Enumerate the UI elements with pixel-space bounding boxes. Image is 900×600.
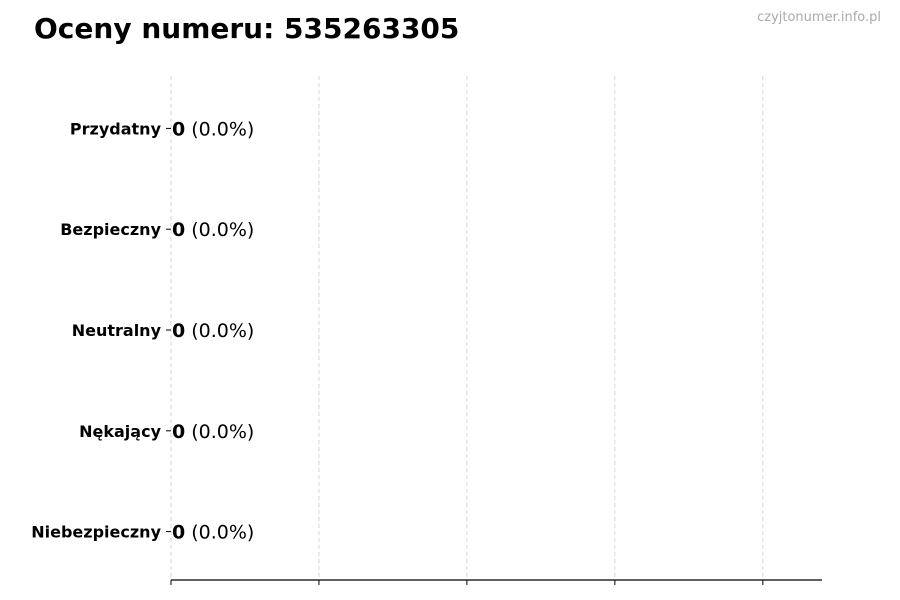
data-label: 0 (0.0%) (172, 219, 254, 241)
data-label-percent: (0.0%) (191, 219, 254, 241)
category-label: Przydatny (70, 119, 162, 138)
category-label: Neutralny (72, 321, 162, 340)
data-label-percent: (0.0%) (191, 522, 254, 544)
chart-title: Oceny numeru: 535263305 (34, 12, 460, 45)
data-label-count: 0 (172, 522, 185, 544)
data-label-percent: (0.0%) (191, 421, 254, 443)
data-label: 0 (0.0%) (172, 421, 254, 443)
data-label-count: 0 (172, 118, 185, 140)
data-label: 0 (0.0%) (172, 522, 254, 544)
data-label-percent: (0.0%) (191, 118, 254, 140)
data-label-percent: (0.0%) (191, 320, 254, 342)
watermark: czyjtonumer.info.pl (757, 10, 881, 25)
data-label: 0 (0.0%) (172, 320, 254, 342)
data-label-count: 0 (172, 421, 185, 443)
data-label: 0 (0.0%) (172, 118, 254, 140)
category-label: Nękający (79, 422, 161, 441)
category-label: Bezpieczny (60, 220, 161, 239)
category-label: Niebezpieczny (31, 523, 161, 542)
data-label-count: 0 (172, 320, 185, 342)
data-label-count: 0 (172, 219, 185, 241)
